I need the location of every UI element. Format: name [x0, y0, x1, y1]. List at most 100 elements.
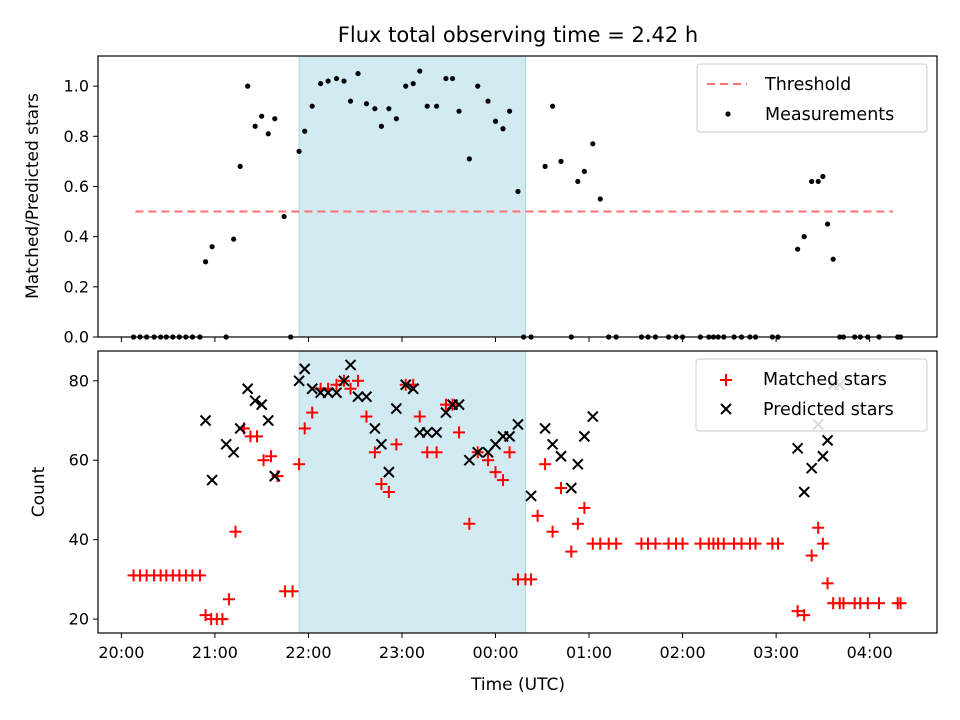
- matched-stars-point: [812, 521, 825, 534]
- ratio-panel: 0.0 0.2 0.4 0.6 0.8 1.0 Matched/Predicted sta…: [23, 55, 938, 347]
- matched-stars-point: [293, 458, 306, 471]
- measurements-point: [830, 256, 836, 262]
- predicted-legend-swatch: [720, 403, 732, 415]
- matched-stars-point: [894, 597, 907, 610]
- y-tick-label: 60: [69, 451, 89, 470]
- matched-stars-point: [503, 446, 516, 459]
- measurements-point: [795, 246, 801, 252]
- predicted-stars-point: [338, 375, 350, 387]
- y-tick-label: 1.0: [64, 77, 89, 96]
- matched-stars-point: [578, 501, 591, 514]
- matched-stars-point: [798, 609, 811, 622]
- matched-stars-point: [229, 525, 242, 538]
- matched-stars-point: [216, 613, 229, 626]
- predicted-stars-point: [206, 474, 218, 486]
- measurements-point: [231, 236, 237, 242]
- matched-stars-point: [298, 422, 311, 435]
- predicted-stars-point: [262, 414, 274, 427]
- measurements-point: [372, 106, 378, 112]
- matched-legend-swatch: [720, 374, 732, 386]
- matched-stars-point: [565, 545, 578, 558]
- observing-window-span: [298, 350, 526, 634]
- predicted-stars-point: [421, 426, 433, 439]
- predicted-stars-point: [546, 438, 559, 451]
- matched-stars-point: [525, 573, 538, 586]
- matched-stars-point: [554, 482, 567, 495]
- predicted-stars-point: [249, 394, 261, 407]
- measurements-point: [809, 178, 815, 185]
- measurements-point: [209, 244, 215, 250]
- predicted-stars-point: [791, 442, 804, 455]
- matched-stars-point: [837, 597, 850, 610]
- measurements-point: [815, 178, 821, 185]
- matched-stars-point: [430, 446, 443, 459]
- measurements-point: [259, 113, 265, 119]
- matched-stars-point: [791, 605, 804, 618]
- predicted-stars-point: [227, 446, 240, 458]
- predicted-stars-point: [352, 390, 364, 403]
- counts-legend: Matched stars Predicted stars: [695, 358, 928, 432]
- x-tick-label: 23:00: [379, 643, 425, 662]
- predicted-stars-point: [572, 458, 584, 470]
- predicted-stars-point: [430, 426, 443, 439]
- counts-panel-frame: [97, 350, 938, 634]
- matched-stars-point: [531, 509, 544, 522]
- y-tick-label: 80: [69, 371, 89, 390]
- x-tick-label: 02:00: [660, 643, 706, 662]
- x-tick-label: 21:00: [192, 643, 238, 662]
- chart-title: Flux total observing time = 2.42 h: [338, 23, 698, 47]
- matched-stars-point: [610, 537, 623, 550]
- matched-stars-point: [193, 569, 206, 582]
- matched-stars-point: [546, 525, 559, 538]
- measurements-point: [281, 213, 287, 220]
- measurements-point: [252, 123, 258, 129]
- measurements-point: [515, 188, 521, 195]
- measurements-point: [466, 156, 472, 162]
- predicted-stars-point: [306, 383, 318, 395]
- predicted-stars-point: [472, 446, 484, 458]
- matched-stars-point: [873, 597, 886, 610]
- predicted-stars-point: [293, 375, 305, 387]
- predicted-stars-point: [299, 363, 311, 375]
- measurements-point: [265, 131, 271, 137]
- matched-stars-point: [816, 537, 829, 550]
- matched-stars-point: [805, 549, 818, 562]
- y-tick-label: 0.2: [64, 277, 89, 296]
- matched-stars-point: [489, 466, 502, 479]
- matched-stars-point: [497, 474, 510, 487]
- matched-stars-point: [368, 446, 381, 459]
- matched-stars-point: [375, 478, 388, 491]
- measurements-point: [597, 196, 603, 202]
- measurements-point: [449, 75, 456, 82]
- predicted-stars-point: [390, 402, 403, 415]
- predicted-stars-point: [821, 434, 834, 447]
- measurements-point: [410, 80, 416, 87]
- matched-stars-point: [222, 593, 235, 606]
- predicted-stars-point: [375, 438, 388, 451]
- matched-stars-point: [344, 382, 357, 395]
- measurements-point: [801, 234, 807, 240]
- matched-stars-point: [539, 458, 552, 471]
- measurements-point: [542, 163, 548, 169]
- predicted-stars-point: [360, 390, 373, 403]
- measurements-point: [272, 116, 278, 122]
- predicted-stars-point: [407, 383, 419, 395]
- matched-stars-point: [453, 426, 466, 439]
- y-tick-label: 0.0: [64, 328, 89, 347]
- measurements-point: [820, 173, 826, 180]
- predicted-stars-point: [400, 379, 412, 391]
- measurements-legend-swatch: [725, 111, 731, 117]
- y-tick-label: 0.4: [64, 227, 89, 246]
- measurements-point: [378, 123, 385, 129]
- measurements-point: [485, 98, 491, 104]
- counts-panel-ylabel: Count: [29, 466, 49, 517]
- measurements-point: [386, 106, 392, 112]
- predicted-stars-point: [241, 383, 254, 395]
- measurements-point: [456, 108, 462, 114]
- ratio-panel-ylabel: Matched/Predicted stars: [23, 93, 43, 299]
- measurements-point: [296, 148, 302, 154]
- measurements-point: [237, 163, 243, 169]
- measurements-point: [492, 118, 499, 124]
- predicted-stars-point: [565, 482, 577, 494]
- predicted-stars-point: [512, 418, 524, 431]
